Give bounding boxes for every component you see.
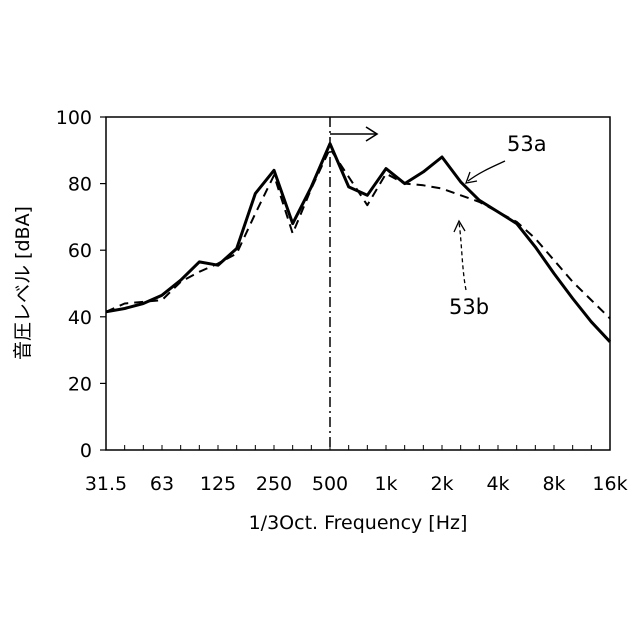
x-axis-label: 1/3Oct. Frequency [Hz]: [249, 512, 468, 534]
y-tick-label: 100: [56, 107, 92, 129]
annotation-53a: 53a: [507, 132, 547, 156]
y-axis-label: 音圧レベル [dBA]: [12, 206, 34, 360]
y-axis-ticks: 0 20 40 60 80 100: [56, 107, 106, 462]
annotation-layer: 53a 53b: [449, 132, 547, 319]
x-tick-label: 1k: [374, 473, 397, 495]
x-tick-label: 250: [256, 473, 292, 495]
x-tick-label: 16k: [592, 473, 627, 495]
leader-53a: [468, 161, 505, 181]
leader-53b: [459, 222, 466, 290]
y-tick-label: 0: [80, 440, 92, 462]
series-line-53b: [106, 149, 610, 319]
y-tick-label: 80: [68, 174, 92, 196]
series-layer: [106, 144, 610, 342]
x-tick-label: 31.5: [85, 473, 127, 495]
x-tick-label: 500: [312, 473, 348, 495]
x-tick-label: 4k: [486, 473, 509, 495]
y-tick-label: 20: [68, 373, 92, 395]
x-tick-label: 63: [150, 473, 174, 495]
series-line-53a: [106, 144, 610, 342]
x-tick-label: 125: [200, 473, 236, 495]
right-arrow-icon: [330, 127, 377, 141]
y-tick-label: 40: [68, 307, 92, 329]
x-axis-ticks: 31.5 63 125 250 500 1k 2k 4k 8k 16k: [85, 445, 628, 495]
plot-frame: [106, 117, 610, 450]
x-tick-label: 2k: [430, 473, 453, 495]
y-tick-label: 60: [68, 240, 92, 262]
annotation-53b: 53b: [449, 295, 489, 319]
x-tick-label: 8k: [542, 473, 565, 495]
